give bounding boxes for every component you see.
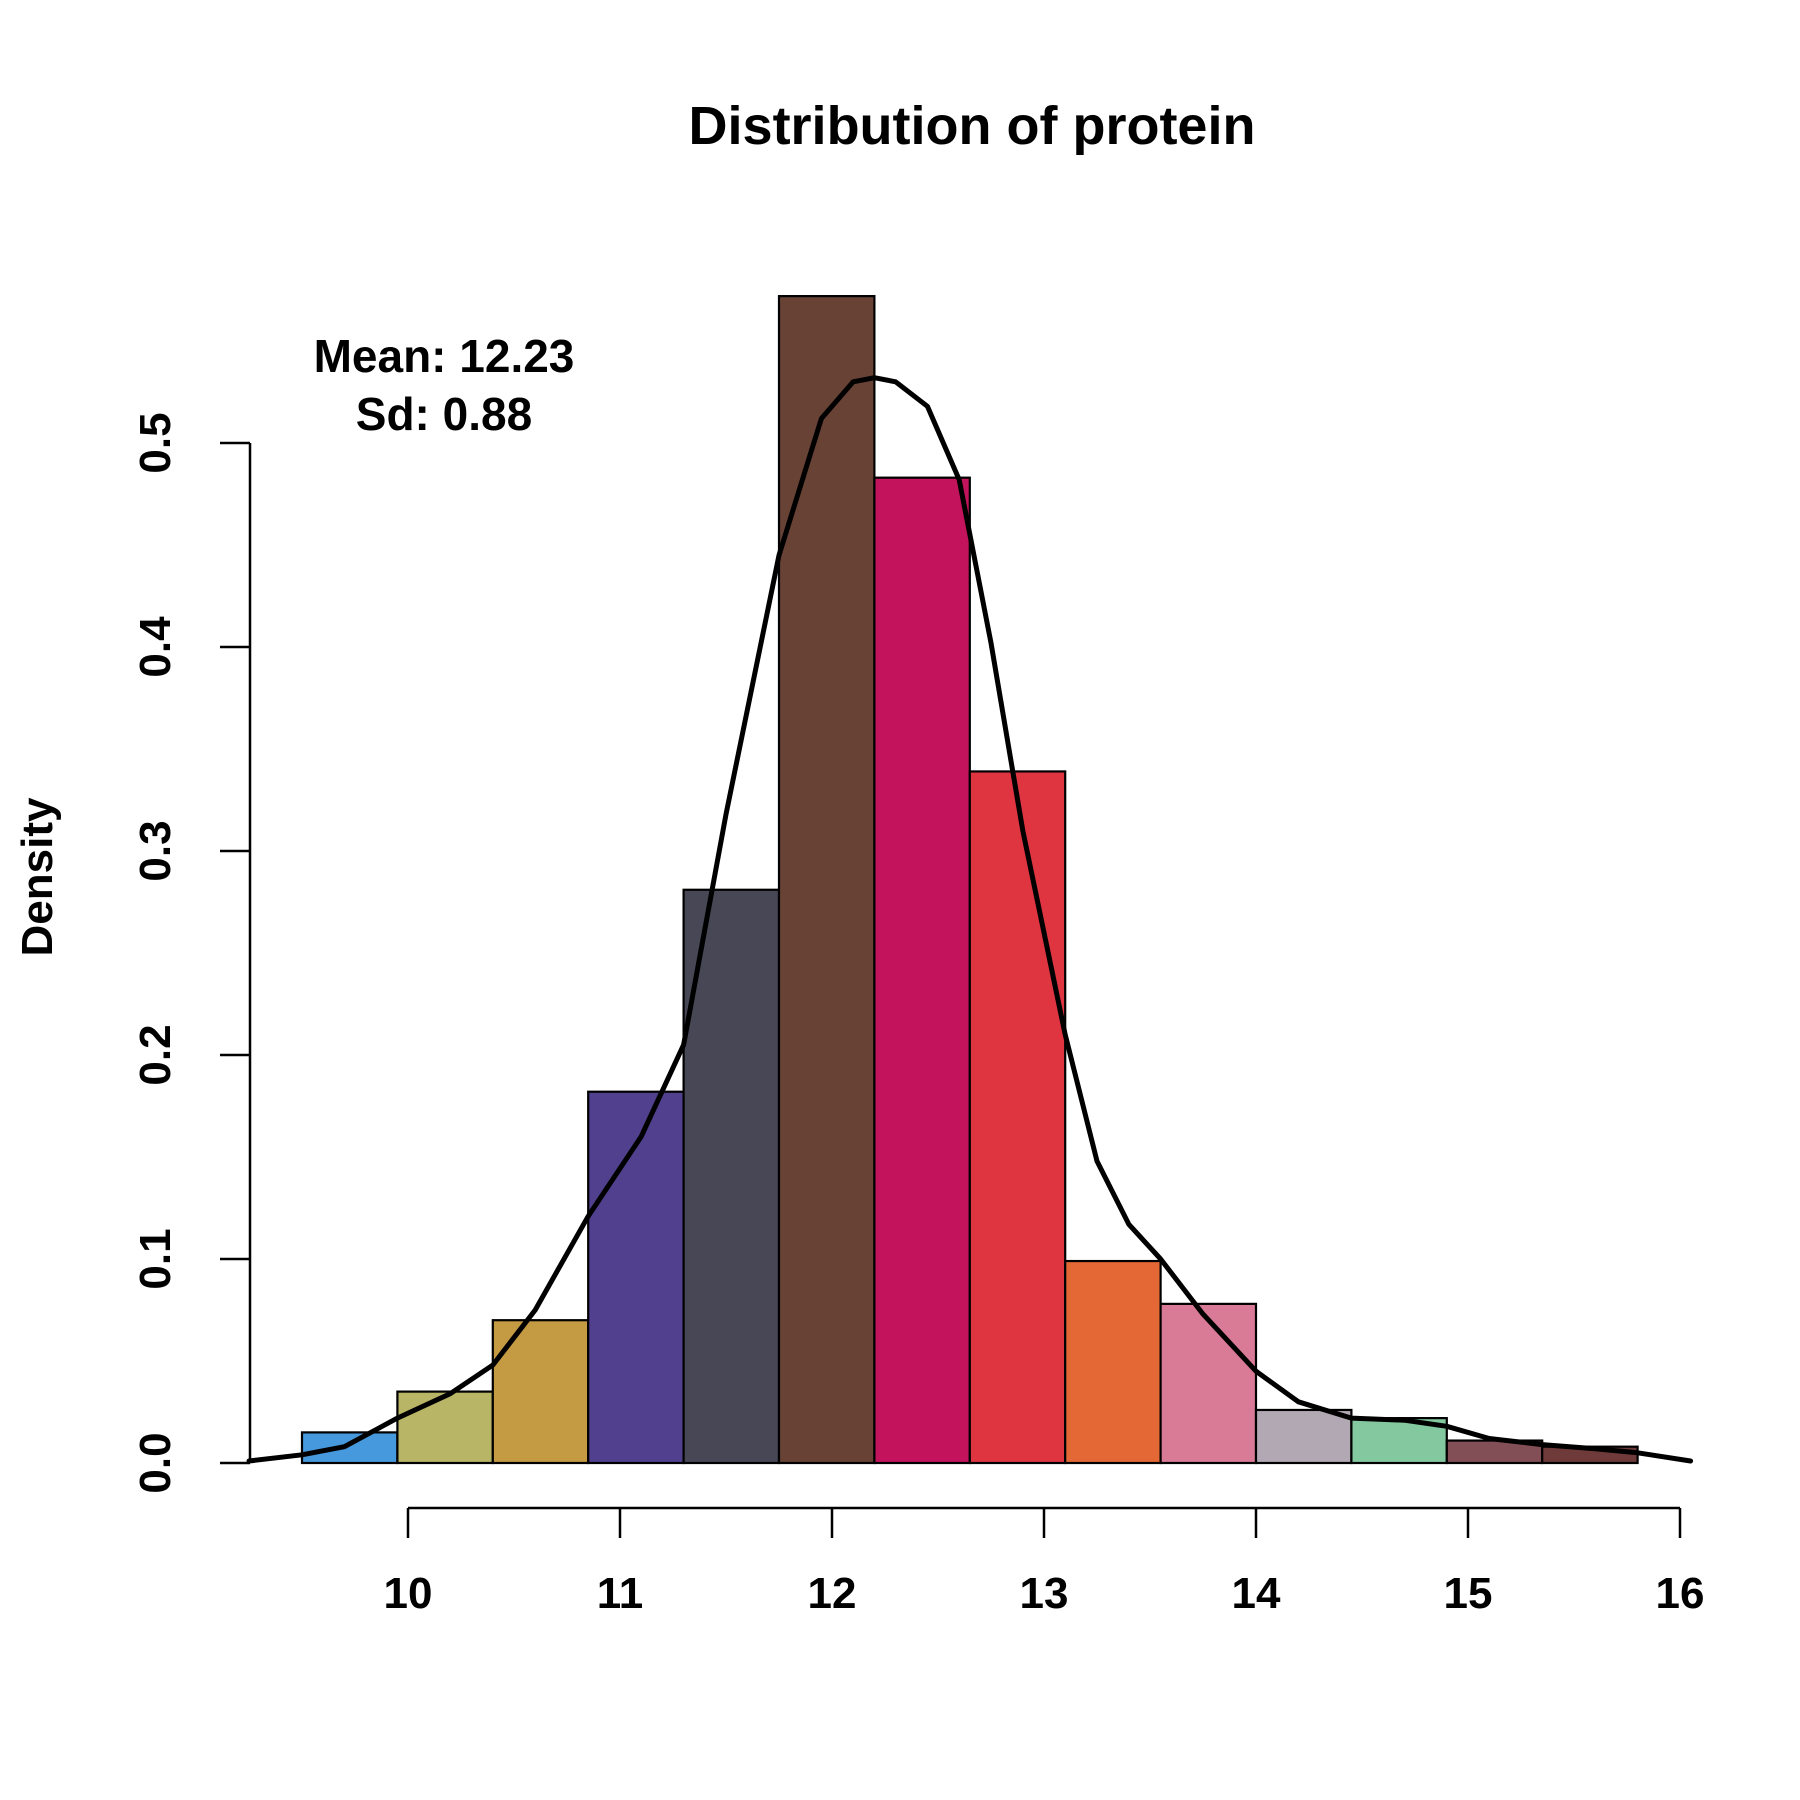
chart-title: Distribution of protein bbox=[689, 96, 1256, 156]
x-tick-label: 13 bbox=[1020, 1569, 1069, 1618]
y-axis-label: Density bbox=[13, 797, 62, 956]
y-tick-label: 0.1 bbox=[131, 1228, 180, 1289]
sd-annotation: Sd: 0.88 bbox=[356, 388, 532, 440]
histogram-bar-9 bbox=[1064, 1259, 1162, 1465]
x-axis: 10 11 12 13 14 15 16 bbox=[384, 1506, 1705, 1618]
x-tick-label: 16 bbox=[1656, 1569, 1705, 1618]
bars-group bbox=[300, 295, 1639, 1465]
histogram-bar-2 bbox=[396, 1390, 494, 1465]
histogram-bar-7 bbox=[873, 476, 971, 1465]
x-tick-label: 11 bbox=[597, 1569, 644, 1618]
y-tick-label: 0.5 bbox=[131, 412, 180, 473]
histogram-bar-5 bbox=[682, 888, 781, 1465]
histogram-bar-11 bbox=[1254, 1408, 1353, 1465]
histogram-bar-10 bbox=[1159, 1302, 1258, 1465]
x-tick-label: 10 bbox=[384, 1569, 433, 1618]
mean-annotation: Mean: 12.23 bbox=[314, 330, 575, 382]
histogram-bar-4 bbox=[587, 1090, 685, 1465]
y-axis: 0.0 0.1 0.2 0.3 0.4 0.5 bbox=[131, 412, 252, 1494]
x-tick-label: 15 bbox=[1444, 1569, 1493, 1618]
histogram-bar-3 bbox=[491, 1319, 590, 1465]
x-tick-label: 14 bbox=[1232, 1569, 1281, 1618]
x-tick-label: 12 bbox=[808, 1569, 857, 1618]
y-tick-label: 0.0 bbox=[131, 1432, 180, 1493]
density-curve bbox=[246, 375, 1694, 1464]
y-tick-label: 0.2 bbox=[131, 1024, 180, 1085]
histogram-bar-1 bbox=[300, 1431, 399, 1465]
histogram-bar-6 bbox=[777, 295, 876, 1465]
histogram-bar-8 bbox=[968, 770, 1067, 1465]
y-tick-label: 0.4 bbox=[131, 616, 180, 678]
y-tick-label: 0.3 bbox=[131, 820, 180, 881]
